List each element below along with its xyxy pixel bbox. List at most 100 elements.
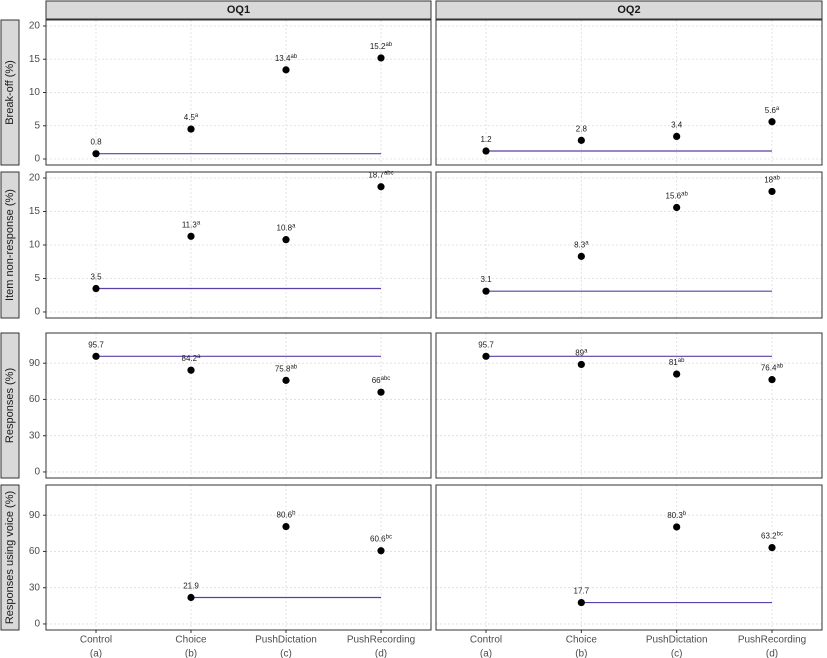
dot (92, 284, 100, 293)
x-tick-code: (b) (575, 649, 587, 658)
x-tick-label: PushRecording (738, 635, 806, 646)
value-label-number: 60.6 (370, 535, 386, 544)
value-label-number: 2.8 (576, 124, 588, 133)
dot (482, 287, 490, 295)
strip-label: OQ1 (227, 4, 250, 16)
value-label: 63.2bc (761, 531, 783, 541)
value-label-number: 17.7 (574, 587, 590, 596)
value-label: 4.5a (184, 113, 199, 123)
value-label: 15.6ab (666, 191, 689, 201)
x-tick-code: (c) (280, 649, 292, 658)
value-label-number: 63.2 (761, 532, 777, 541)
y-tick-label: 0 (34, 307, 40, 318)
value-label-number: 80.3 (667, 511, 683, 520)
dot (768, 376, 776, 384)
superscript: a (584, 348, 588, 354)
superscript: b (683, 511, 687, 517)
value-label: 3.4 (671, 121, 683, 130)
panel-background (46, 333, 431, 478)
dot (187, 593, 195, 602)
value-label-number: 11.3 (182, 220, 198, 229)
panel-border (435, 171, 823, 319)
value-label: 18ab (764, 175, 780, 185)
y-tick-label: 20 (29, 173, 41, 184)
superscript: a (585, 240, 589, 246)
value-label: 1.2 (480, 135, 492, 144)
value-label: 95.7 (478, 340, 494, 349)
y-tick-label: 60 (29, 394, 41, 405)
dot (768, 543, 776, 552)
dot (673, 203, 681, 212)
superscript: abc (381, 376, 391, 382)
dot (577, 252, 585, 260)
superscript: a (776, 105, 780, 111)
value-label-number: 15.2 (370, 42, 386, 51)
dot (377, 54, 385, 62)
dot (577, 360, 585, 369)
value-label: 81ab (669, 358, 685, 368)
superscript: ab (773, 175, 780, 181)
value-label-number: 76.4 (761, 364, 777, 373)
superscript: ab (385, 41, 392, 47)
value-label-number: 5.6 (765, 106, 777, 115)
y-tick-label: 0 (34, 154, 40, 165)
value-label-number: 75.8 (275, 364, 291, 373)
superscript: bc (777, 531, 783, 537)
dot (482, 352, 490, 360)
value-label: 80.3b (667, 511, 687, 521)
value-label-number: 84.2 (182, 354, 198, 363)
panel-border (45, 484, 432, 631)
value-label: 89a (575, 348, 588, 358)
dot (577, 136, 585, 144)
superscript: bc (386, 534, 392, 540)
superscript: a (197, 220, 201, 226)
value-label: 13.4ab (275, 53, 298, 63)
y-tick-label: 0 (34, 619, 40, 630)
value-label-number: 18 (764, 176, 773, 185)
y-axis-label: Item non-response (%) (4, 189, 16, 301)
superscript: ab (290, 364, 297, 370)
y-tick-label: 15 (29, 54, 41, 65)
panel-border (45, 19, 432, 166)
value-label: 3.5 (90, 273, 102, 282)
value-label: 75.8ab (275, 364, 298, 374)
x-tick-label: PushDictation (646, 635, 708, 646)
value-label: 17.7 (574, 587, 590, 596)
value-label: 95.7 (88, 340, 104, 349)
value-label: 3.1 (480, 275, 492, 284)
strip (435, 0, 823, 20)
dot (187, 232, 195, 240)
dot (577, 598, 585, 607)
y-axis-label: Responses (%) (4, 368, 16, 443)
y-tick-label: 0 (34, 467, 40, 478)
dot (673, 132, 681, 140)
y-axis-label: Break-off (%) (4, 60, 16, 125)
value-label-number: 3.1 (480, 275, 492, 284)
y-axis-label: Responses using voice (%) (4, 491, 16, 624)
value-label-number: 4.5 (184, 113, 196, 122)
value-label-number: 3.5 (90, 273, 102, 282)
value-label-number: 21.9 (183, 582, 199, 591)
row-strip (0, 332, 20, 479)
x-tick-code: (d) (375, 649, 387, 658)
panel-border (435, 332, 823, 479)
x-tick-code: (b) (185, 649, 197, 658)
value-label: 60.6bc (370, 534, 392, 544)
value-label-number: 10.8 (277, 224, 293, 233)
value-label-number: 95.7 (88, 340, 104, 349)
value-label-number: 0.8 (90, 138, 102, 147)
x-tick-code: (d) (766, 649, 778, 658)
dot (187, 366, 195, 374)
panel-border (45, 332, 432, 479)
row-strip (0, 171, 20, 319)
row-strip (0, 484, 20, 631)
y-tick-label: 30 (29, 430, 41, 441)
strip (45, 0, 432, 20)
y-tick-label: 90 (29, 358, 41, 369)
value-label-number: 8.3 (574, 240, 586, 249)
superscript: a (292, 223, 296, 229)
superscript: b (292, 510, 296, 516)
dot (282, 522, 290, 531)
value-label: 11.3a (182, 220, 201, 230)
y-tick-label: 15 (29, 206, 41, 217)
